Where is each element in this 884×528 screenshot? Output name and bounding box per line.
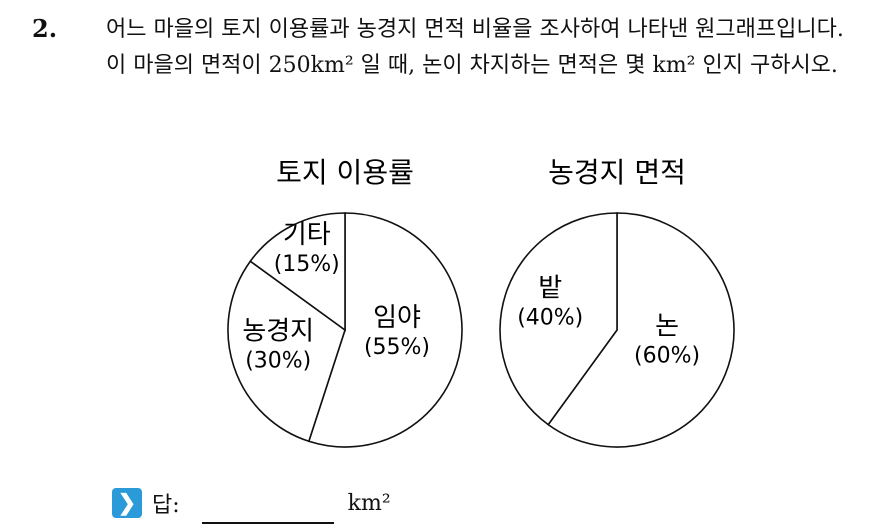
slice-value-label: (40%)	[517, 305, 583, 330]
slice-label: 논	[655, 311, 679, 341]
slice-label: 밭	[538, 273, 562, 303]
answer-blank[interactable]	[201, 482, 334, 524]
pie-slice	[227, 260, 346, 443]
chart-title: 토지 이용률	[276, 156, 414, 189]
pie-slice	[307, 212, 463, 448]
slice-value-label: (30%)	[245, 349, 311, 374]
slice-value-label: (55%)	[364, 335, 430, 360]
answer-icon: ❯	[112, 488, 142, 518]
pie-slice	[547, 212, 735, 448]
problem-number: 2.	[32, 14, 58, 43]
problem-text: 어느 마을의 토지 이용률과 농경지 면적 비율을 조사하여 나타낸 원그래프입…	[106, 17, 844, 78]
answer-unit: km²	[347, 490, 391, 516]
chart-title: 농경지 면적	[548, 156, 686, 189]
slice-label: 임야	[373, 303, 421, 333]
slice-label: 농경지	[242, 317, 314, 347]
slice-value-label: (60%)	[634, 343, 700, 368]
answer-label: 답:	[152, 493, 180, 518]
pie-slice	[249, 212, 346, 332]
pie-slice	[499, 212, 618, 426]
slice-value-label: (15%)	[274, 252, 340, 277]
slice-label: 기타	[283, 220, 331, 250]
answer-row: ❯ 답: km²	[112, 482, 391, 524]
